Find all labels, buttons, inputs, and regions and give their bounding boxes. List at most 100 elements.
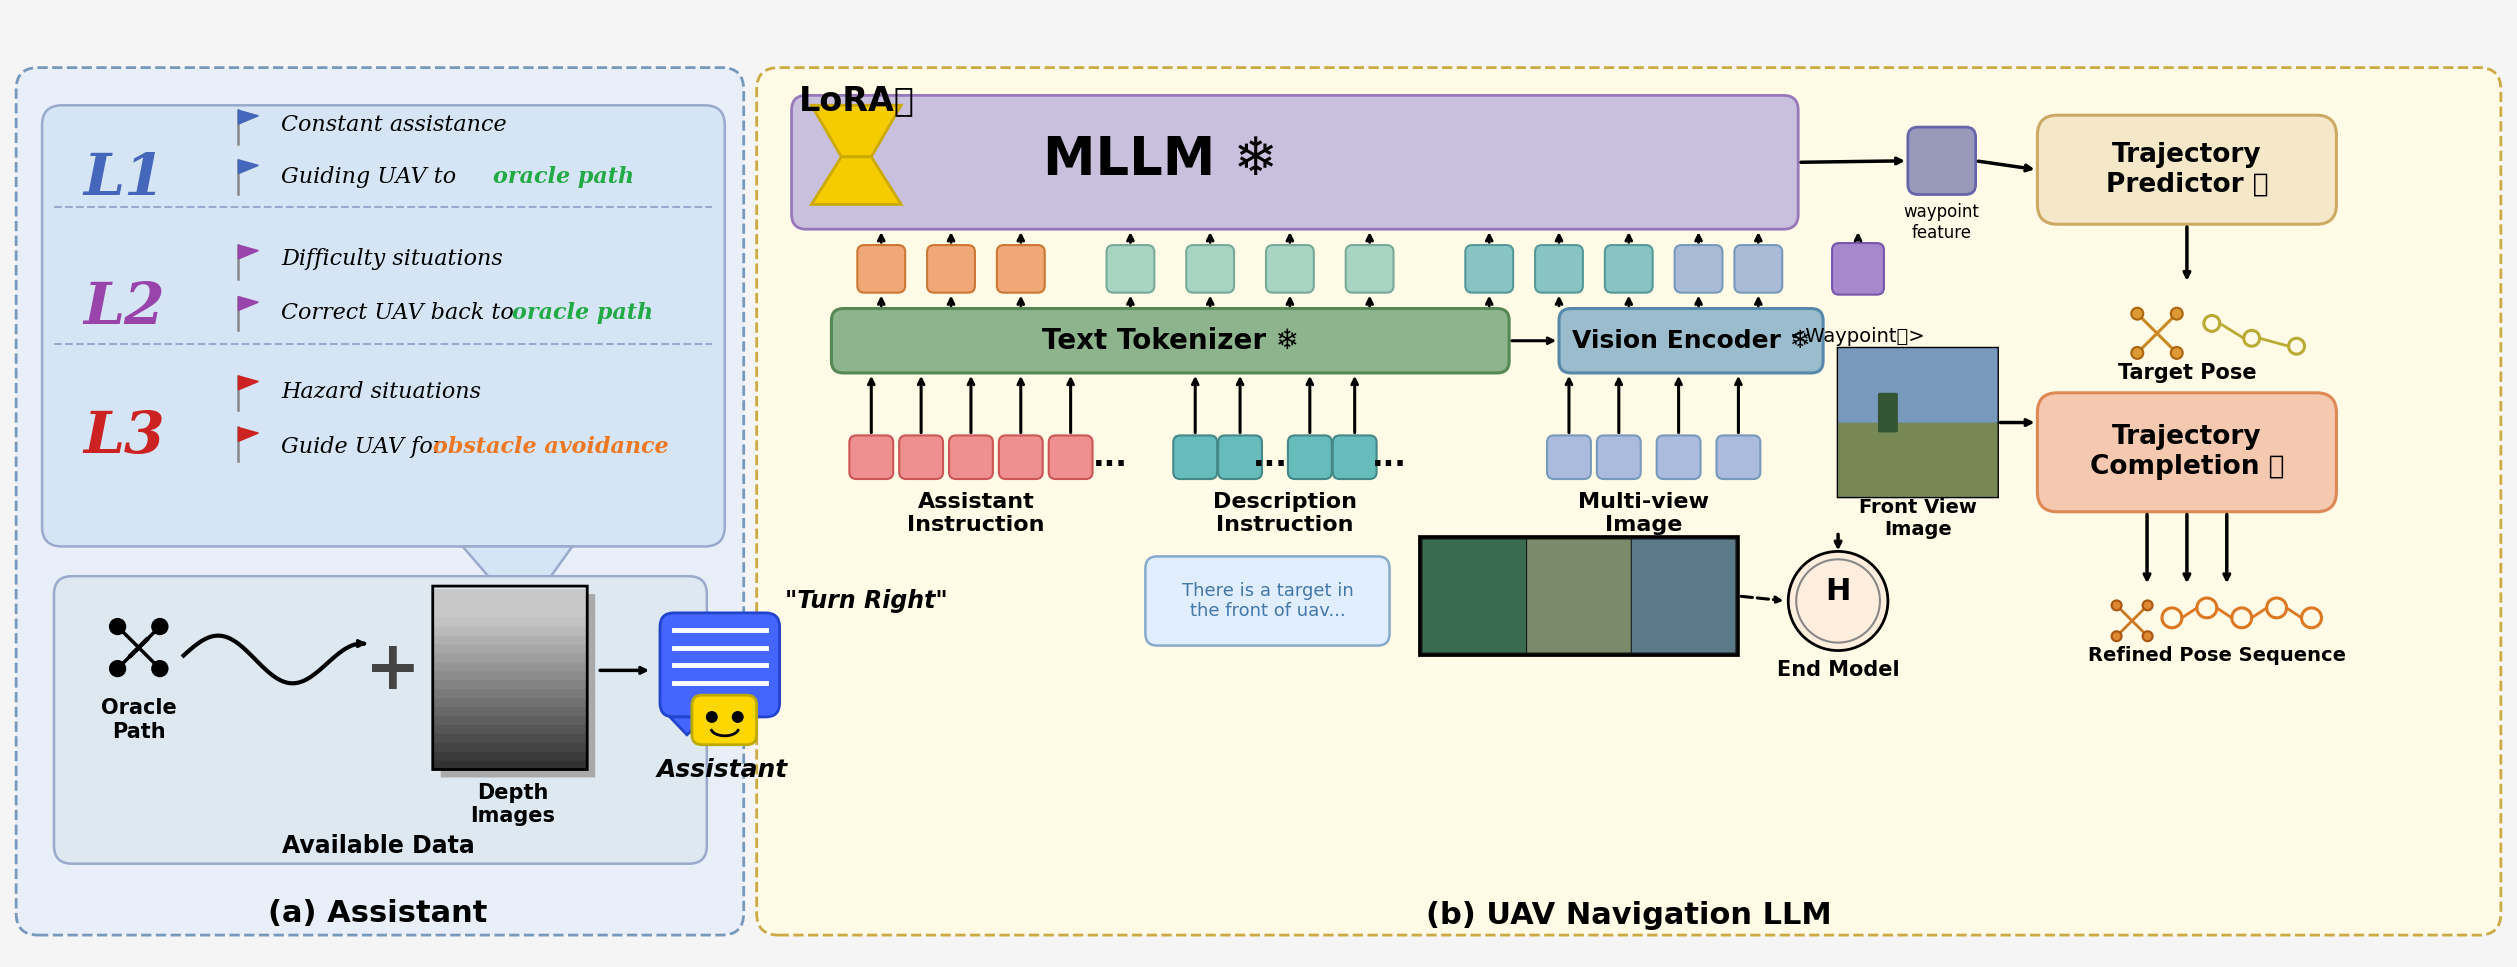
Text: ...: ... xyxy=(1092,443,1128,472)
FancyBboxPatch shape xyxy=(433,660,586,671)
FancyBboxPatch shape xyxy=(1837,348,1998,497)
FancyBboxPatch shape xyxy=(858,245,906,293)
FancyBboxPatch shape xyxy=(433,652,586,662)
Text: ...: ... xyxy=(1253,443,1286,472)
Text: L2: L2 xyxy=(83,280,164,337)
Circle shape xyxy=(2170,308,2182,320)
FancyBboxPatch shape xyxy=(1837,423,1998,497)
FancyBboxPatch shape xyxy=(1717,435,1759,479)
Text: Target Pose: Target Pose xyxy=(2117,363,2255,383)
FancyBboxPatch shape xyxy=(43,105,725,546)
FancyBboxPatch shape xyxy=(1528,540,1631,653)
Text: (b) UAV Navigation LLM: (b) UAV Navigation LLM xyxy=(1427,900,1832,929)
FancyBboxPatch shape xyxy=(1422,540,1525,653)
FancyBboxPatch shape xyxy=(433,598,586,609)
Polygon shape xyxy=(239,160,259,174)
Text: Multi-view
Image: Multi-view Image xyxy=(1578,492,1709,536)
FancyBboxPatch shape xyxy=(659,613,780,717)
FancyBboxPatch shape xyxy=(1908,127,1976,194)
Polygon shape xyxy=(810,157,901,204)
Circle shape xyxy=(2112,601,2122,610)
Circle shape xyxy=(1787,551,1888,651)
FancyBboxPatch shape xyxy=(949,435,992,479)
FancyBboxPatch shape xyxy=(899,435,944,479)
Circle shape xyxy=(2142,631,2152,641)
FancyBboxPatch shape xyxy=(1734,245,1782,293)
Text: L1: L1 xyxy=(83,152,164,208)
FancyBboxPatch shape xyxy=(1186,245,1233,293)
Polygon shape xyxy=(239,376,259,390)
FancyBboxPatch shape xyxy=(2036,393,2336,512)
Text: LoRA🔥: LoRA🔥 xyxy=(798,84,914,117)
FancyBboxPatch shape xyxy=(1173,435,1218,479)
Circle shape xyxy=(151,660,169,677)
Circle shape xyxy=(705,711,717,723)
FancyBboxPatch shape xyxy=(831,308,1510,373)
FancyBboxPatch shape xyxy=(1558,308,1822,373)
Text: waypoint
feature: waypoint feature xyxy=(1903,203,1981,242)
FancyBboxPatch shape xyxy=(433,758,586,770)
FancyBboxPatch shape xyxy=(692,695,758,745)
FancyBboxPatch shape xyxy=(790,96,1797,229)
Text: There is a target in
the front of uav...: There is a target in the front of uav... xyxy=(1180,581,1354,621)
FancyBboxPatch shape xyxy=(433,589,586,600)
FancyBboxPatch shape xyxy=(433,625,586,635)
FancyBboxPatch shape xyxy=(997,245,1045,293)
FancyBboxPatch shape xyxy=(433,723,586,734)
Text: Difficulty situations: Difficulty situations xyxy=(282,248,503,270)
FancyBboxPatch shape xyxy=(1878,393,1898,432)
Text: Constant assistance: Constant assistance xyxy=(282,114,506,136)
FancyBboxPatch shape xyxy=(433,643,586,654)
Circle shape xyxy=(111,619,126,634)
FancyBboxPatch shape xyxy=(433,705,586,716)
Text: End Model: End Model xyxy=(1777,660,1900,681)
FancyBboxPatch shape xyxy=(433,714,586,725)
Text: Refined Pose Sequence: Refined Pose Sequence xyxy=(2087,646,2346,665)
FancyBboxPatch shape xyxy=(433,616,586,627)
Circle shape xyxy=(2132,347,2144,359)
FancyBboxPatch shape xyxy=(1347,245,1394,293)
Text: Trajectory
Completion 🔥: Trajectory Completion 🔥 xyxy=(2089,425,2283,481)
FancyBboxPatch shape xyxy=(1837,348,1998,423)
FancyBboxPatch shape xyxy=(433,688,586,698)
Polygon shape xyxy=(810,105,901,157)
Text: L3: L3 xyxy=(83,409,164,466)
Text: Guiding UAV to: Guiding UAV to xyxy=(282,165,463,188)
Text: Assistant
Instruction: Assistant Instruction xyxy=(906,492,1045,536)
FancyBboxPatch shape xyxy=(1548,435,1591,479)
FancyBboxPatch shape xyxy=(1631,540,1734,653)
FancyBboxPatch shape xyxy=(1656,435,1701,479)
FancyBboxPatch shape xyxy=(1832,243,1883,295)
Text: (a) Assistant: (a) Assistant xyxy=(269,898,488,927)
FancyBboxPatch shape xyxy=(15,68,743,935)
FancyBboxPatch shape xyxy=(1465,245,1513,293)
Text: Text Tokenizer ❄: Text Tokenizer ❄ xyxy=(1042,327,1299,355)
FancyBboxPatch shape xyxy=(433,633,586,645)
FancyBboxPatch shape xyxy=(1145,556,1389,646)
FancyBboxPatch shape xyxy=(1107,245,1155,293)
Circle shape xyxy=(732,711,743,723)
FancyBboxPatch shape xyxy=(1266,245,1314,293)
FancyBboxPatch shape xyxy=(926,245,974,293)
FancyBboxPatch shape xyxy=(1420,537,1739,656)
Polygon shape xyxy=(239,427,259,441)
Text: oracle path: oracle path xyxy=(493,165,634,188)
FancyBboxPatch shape xyxy=(1606,245,1654,293)
FancyBboxPatch shape xyxy=(1596,435,1641,479)
Text: Assistant: Assistant xyxy=(657,757,788,781)
Polygon shape xyxy=(463,546,571,616)
Polygon shape xyxy=(239,110,259,124)
FancyBboxPatch shape xyxy=(1535,245,1583,293)
FancyBboxPatch shape xyxy=(1674,245,1722,293)
Circle shape xyxy=(2142,601,2152,610)
Text: Trajectory
Predictor 🔥: Trajectory Predictor 🔥 xyxy=(2107,142,2268,197)
Text: Correct UAV back to: Correct UAV back to xyxy=(282,303,521,325)
FancyBboxPatch shape xyxy=(433,696,586,707)
FancyBboxPatch shape xyxy=(433,749,586,761)
Text: Description
Instruction: Description Instruction xyxy=(1213,492,1357,536)
Text: Hazard situations: Hazard situations xyxy=(282,381,481,403)
FancyBboxPatch shape xyxy=(433,607,586,618)
Text: Front View
Image: Front View Image xyxy=(1860,498,1976,540)
FancyBboxPatch shape xyxy=(53,576,707,864)
Circle shape xyxy=(151,619,169,634)
